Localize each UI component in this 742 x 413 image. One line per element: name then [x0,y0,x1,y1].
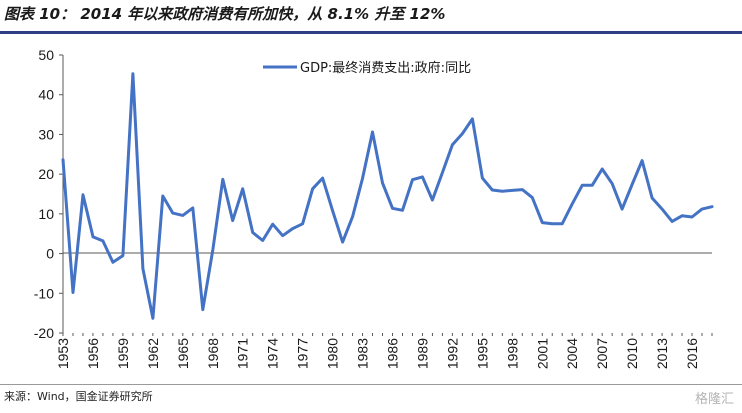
x-tick-label: 1986 [384,338,400,369]
legend-label: GDP:最终消费支出:政府:同比 [300,60,471,76]
x-tick-label: 2013 [654,338,670,369]
y-tick-label: -20 [34,325,54,341]
x-tick-label: 1965 [175,338,191,369]
y-tick-label: 20 [38,166,54,182]
x-tick-label: 1995 [474,338,490,369]
x-tick-label: 1959 [115,338,131,369]
x-tick-label: 2007 [594,338,610,369]
x-tick-label: 1992 [444,338,460,369]
y-tick-label: 40 [38,87,54,103]
x-tick-label: 1983 [355,338,371,369]
x-tick-label: 2001 [534,338,550,369]
source-divider [0,384,742,385]
x-tick-label: 2016 [684,338,700,369]
y-tick-label: -10 [34,285,54,301]
x-tick-label: 1977 [295,338,311,369]
watermark-logo: 格隆汇 [694,392,734,407]
x-tick-label: 1968 [205,338,221,369]
y-tick-label: 50 [38,47,54,63]
x-tick-label: 1974 [265,338,281,369]
x-tick-label: 1962 [145,338,161,369]
source-note: 来源：Wind，国金证券研究所 [4,390,153,403]
x-tick-label: 1953 [55,338,71,369]
chart-title: 图表 10： 2014 年以来政府消费有所加快，从 8.1% 升至 12% [4,5,446,23]
x-tick-label: 1971 [235,338,251,369]
x-tick-label: 1989 [414,338,430,369]
x-tick-label: 1998 [504,338,520,369]
y-tick-label: 0 [46,246,54,262]
y-tick-label: 30 [38,126,54,142]
series-line [61,72,714,320]
x-tick-label: 1956 [85,338,101,369]
x-tick-label: 2010 [624,338,640,369]
title-divider [0,31,742,34]
x-tick-label: 2004 [564,338,580,369]
y-tick-label: 10 [38,206,54,222]
x-tick-label: 1980 [325,338,341,369]
